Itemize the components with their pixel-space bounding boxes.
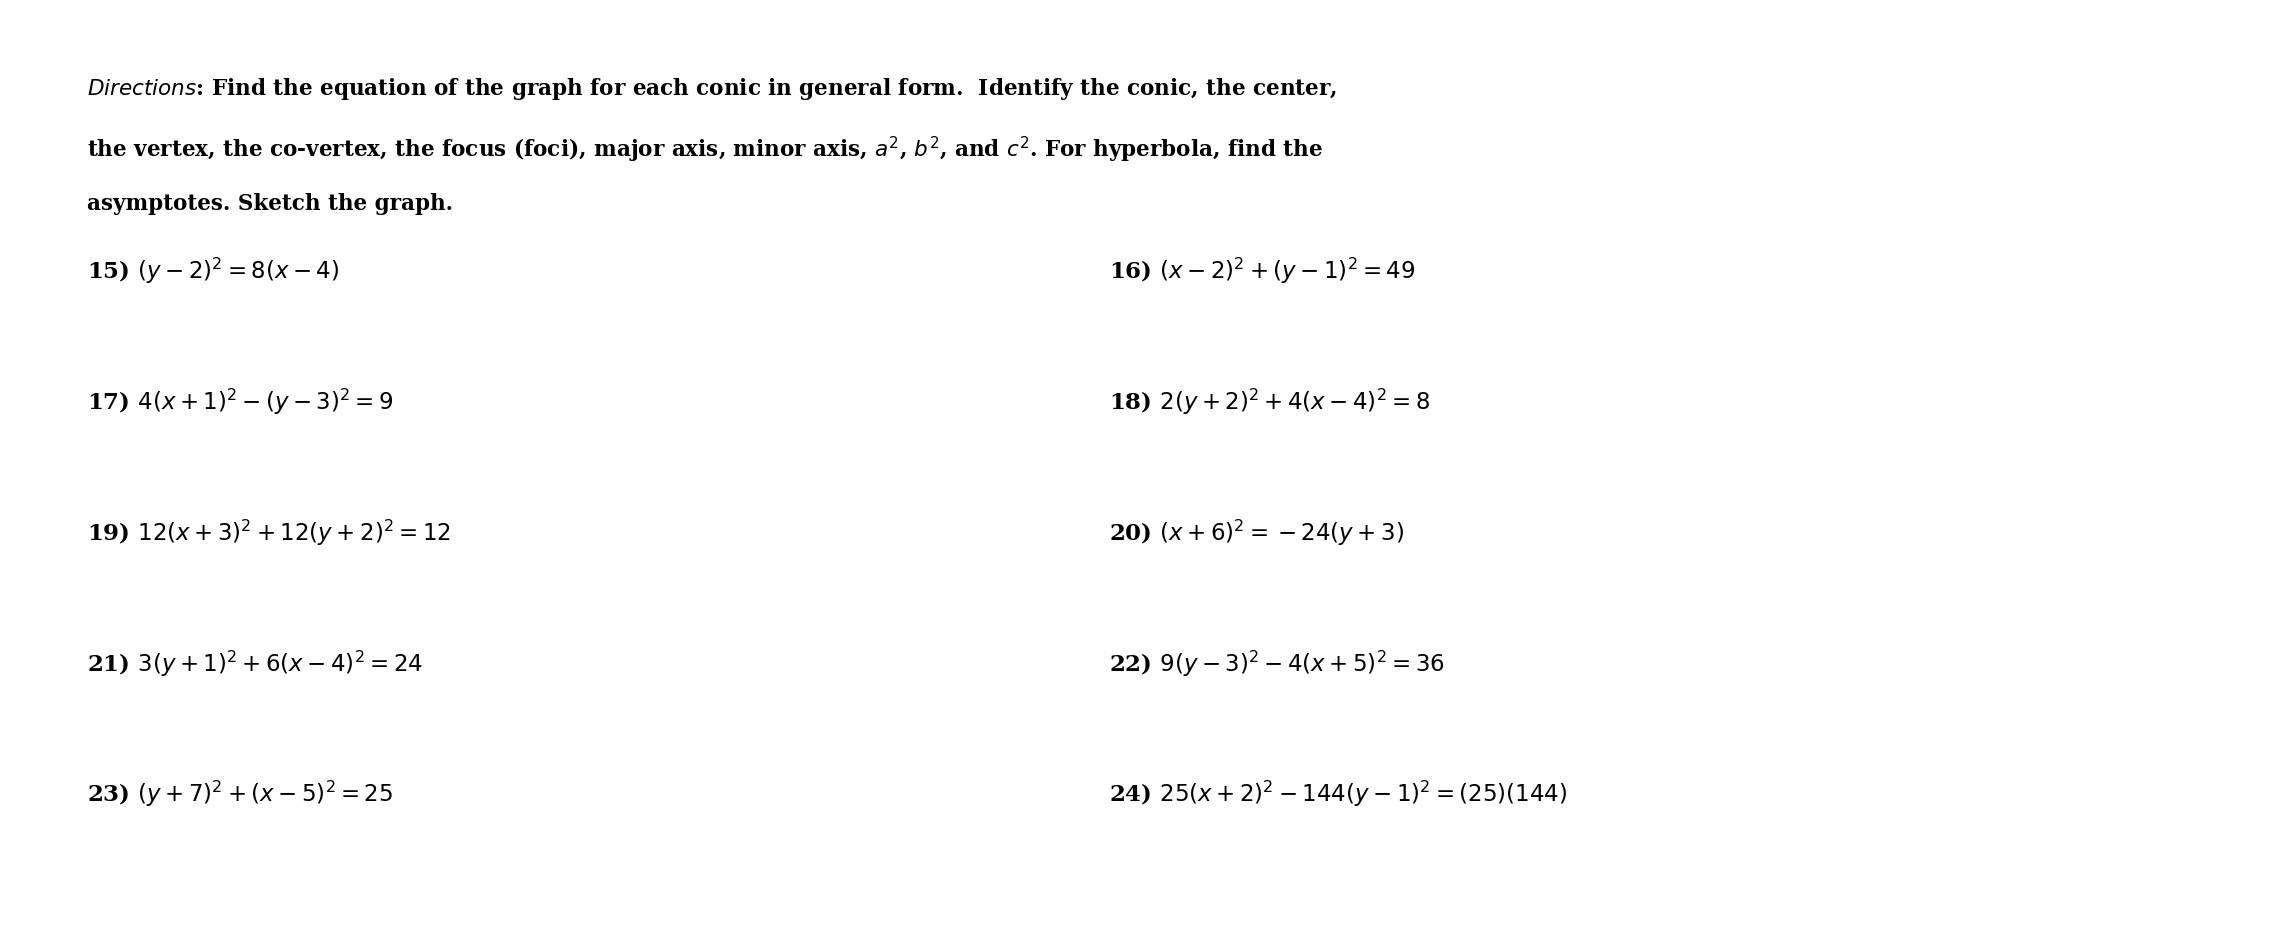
Text: 21) $3(y + 1)^2 + 6(x - 4)^2 = 24$: 21) $3(y + 1)^2 + 6(x - 4)^2 = 24$ bbox=[87, 648, 423, 679]
Text: 23) $(y + 7)^2 + (x - 5)^2 = 25$: 23) $(y + 7)^2 + (x - 5)^2 = 25$ bbox=[87, 779, 393, 810]
Text: 20) $(x + 6)^2 = -24(y + 3)$: 20) $(x + 6)^2 = -24(y + 3)$ bbox=[1109, 518, 1404, 548]
Text: the vertex, the co-vertex, the focus (foci), major axis, minor axis, $a^2$, $b^2: the vertex, the co-vertex, the focus (fo… bbox=[87, 135, 1324, 165]
Text: 18) $2(y + 2)^2 + 4(x - 4)^2 = 8$: 18) $2(y + 2)^2 + 4(x - 4)^2 = 8$ bbox=[1109, 387, 1429, 417]
Text: $\mathit{Directions}$: Find the equation of the graph for each conic in general : $\mathit{Directions}$: Find the equation… bbox=[87, 76, 1337, 101]
Text: 22) $9(y - 3)^2 - 4(x + 5)^2 = 36$: 22) $9(y - 3)^2 - 4(x + 5)^2 = 36$ bbox=[1109, 648, 1445, 679]
Text: 24) $25(x + 2)^2 - 144(y - 1)^2 = (25)(144)$: 24) $25(x + 2)^2 - 144(y - 1)^2 = (25)(1… bbox=[1109, 779, 1566, 810]
Text: 16) $(x - 2)^2 + (y - 1)^2 = 49$: 16) $(x - 2)^2 + (y - 1)^2 = 49$ bbox=[1109, 256, 1415, 286]
Text: 15) $(y - 2)^2 = 8(x - 4)$: 15) $(y - 2)^2 = 8(x - 4)$ bbox=[87, 256, 338, 286]
Text: asymptotes. Sketch the graph.: asymptotes. Sketch the graph. bbox=[87, 193, 453, 215]
Text: 17) $4(x + 1)^2 - (y - 3)^2 = 9$: 17) $4(x + 1)^2 - (y - 3)^2 = 9$ bbox=[87, 387, 393, 417]
Text: 19) $12(x + 3)^2 + 12(y + 2)^2 = 12$: 19) $12(x + 3)^2 + 12(y + 2)^2 = 12$ bbox=[87, 518, 450, 548]
